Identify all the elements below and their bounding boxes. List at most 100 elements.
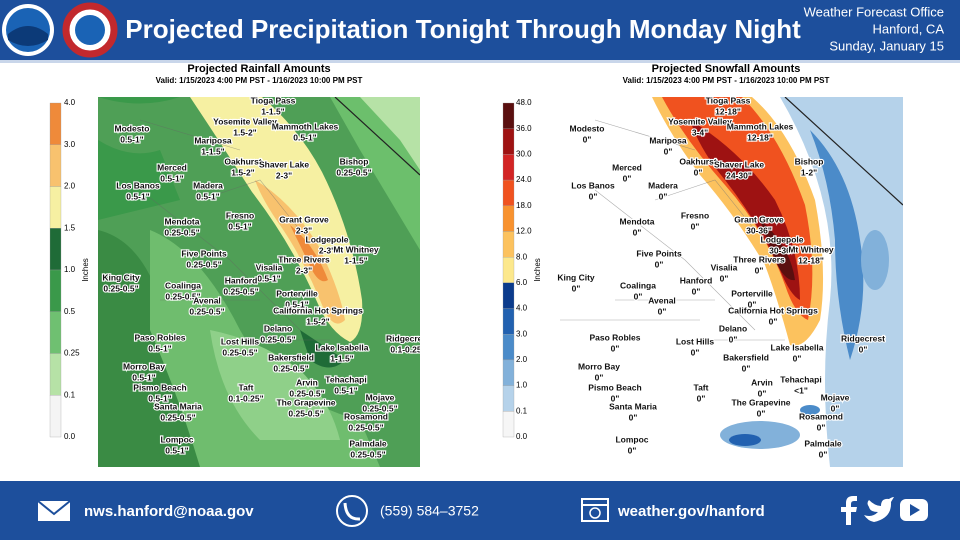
place-amount: 0": [572, 283, 581, 293]
place-amount: 1-2": [801, 167, 817, 177]
place-amount: 2-3": [319, 245, 335, 255]
legend-label: 48.0: [516, 98, 532, 107]
footer-email[interactable]: nws.hanford@noaa.gov: [84, 503, 254, 520]
panel-title: Projected Snowfall Amounts: [652, 63, 801, 75]
place-name: California Hot Springs: [273, 305, 363, 315]
place-name: Taft: [239, 382, 254, 392]
place-amount: 0.25-0.5": [222, 347, 257, 357]
legend-swatch: [49, 186, 62, 229]
footer-phone[interactable]: (559) 584–3752: [380, 503, 479, 519]
legend-label: 0.1: [516, 406, 528, 415]
place-amount: 0.5-1": [293, 132, 316, 142]
legend-label: 1.0: [64, 265, 76, 274]
map-region: [861, 230, 889, 290]
place-amount: 0": [742, 363, 751, 373]
place-name: Pismo Beach: [588, 382, 641, 392]
place-amount: 0": [691, 347, 700, 357]
place-name: Three Rivers: [733, 254, 785, 264]
legend-swatch: [49, 395, 62, 438]
place-name: Coalinga: [165, 280, 201, 290]
place-amount: 0.25-0.5": [223, 286, 258, 296]
place-name: The Grapevine: [731, 397, 790, 407]
place-name: Morro Bay: [123, 361, 165, 371]
place-name: Oakhurst: [224, 156, 261, 166]
place-name: Grant Grove: [279, 214, 329, 224]
place-amount: 12-18": [798, 255, 824, 265]
place-name: Lodgepole: [306, 234, 349, 244]
place-amount: 0": [634, 291, 643, 301]
place-amount: 0.25-0.5": [288, 408, 323, 418]
place-name: Modesto: [115, 123, 150, 133]
legend-swatch: [502, 231, 515, 258]
place-name: Lake Isabella: [771, 342, 824, 352]
legend-swatch: [49, 228, 62, 271]
place-amount: 0.25-0.5": [362, 403, 397, 413]
place-name: Rosamond: [344, 411, 388, 421]
place-amount: 0.5-1": [132, 372, 155, 382]
facebook-icon[interactable]: [841, 496, 857, 525]
place-name: Tioga Pass: [706, 95, 751, 105]
place-amount: 0.5-1": [160, 173, 183, 183]
place-amount: 0": [755, 265, 764, 275]
place-amount: 1.5-2": [233, 127, 256, 137]
footer-website[interactable]: weather.gov/hanford: [617, 503, 765, 520]
place-name: Shaver Lake: [714, 159, 764, 169]
legend-swatch: [502, 308, 515, 335]
legend-swatch: [502, 102, 515, 129]
youtube-icon[interactable]: [900, 499, 928, 521]
place-amount: 1.5-2": [306, 316, 329, 326]
place-amount: 0": [628, 445, 637, 455]
place-name: Porterville: [276, 288, 318, 298]
twitter-icon[interactable]: [864, 497, 894, 522]
place-name: Bishop: [795, 156, 824, 166]
panel-title: Projected Rainfall Amounts: [187, 63, 330, 75]
legend-label: 12.0: [516, 227, 532, 236]
place-amount: 0.25-0.5": [273, 363, 308, 373]
place-amount: 0.25-0.5": [289, 388, 324, 398]
place-amount: 0": [859, 344, 868, 354]
legend-swatch: [49, 144, 62, 187]
place-name: Modesto: [570, 123, 605, 133]
place-amount: 0": [611, 343, 620, 353]
place-amount: 0.5-1": [126, 191, 149, 201]
place-amount: 0.25-0.5": [336, 167, 371, 177]
legend-swatch: [502, 282, 515, 309]
place-amount: 0.5-1": [148, 393, 171, 403]
place-amount: 0": [758, 388, 767, 398]
place-amount: 0.25-0.5": [160, 412, 195, 422]
web-icon: [581, 498, 609, 522]
place-amount: 0": [655, 259, 664, 269]
state-border: [784, 97, 903, 206]
place-name: Merced: [612, 162, 642, 172]
place-name: Paso Robles: [589, 332, 640, 342]
place-amount: 1-1.5": [330, 353, 353, 363]
legend-swatch: [502, 128, 515, 155]
place-amount: 12-18": [747, 132, 773, 142]
place-name: Porterville: [731, 288, 773, 298]
legend-swatch: [502, 334, 515, 361]
place-amount: 0.5-1": [285, 299, 308, 309]
place-name: Yosemite Valley: [213, 116, 277, 126]
place-name: Five Points: [636, 248, 682, 258]
place-name: Tioga Pass: [251, 95, 296, 105]
place-name: Hanford: [680, 275, 713, 285]
place-name: Oakhurst: [679, 156, 716, 166]
place-name: Delano: [264, 323, 292, 333]
header-title: Projected Precipitation Tonight Through …: [125, 14, 801, 44]
place-amount: 1-1.5": [261, 106, 284, 116]
place-name: Delano: [719, 323, 747, 333]
place-amount: 0": [633, 227, 642, 237]
email-icon: [37, 500, 71, 521]
place-amount: 0": [757, 408, 766, 418]
map-region: [360, 97, 420, 170]
place-name: Visalia: [256, 262, 283, 272]
place-name: Mariposa: [194, 135, 232, 145]
legend-label: 1.5: [64, 223, 76, 232]
legend-swatch: [502, 411, 515, 438]
legend-label: 30.0: [516, 149, 532, 158]
place-name: Paso Robles: [134, 332, 185, 342]
place-name: Bakersfield: [268, 352, 314, 362]
phone-icon: [336, 495, 368, 527]
